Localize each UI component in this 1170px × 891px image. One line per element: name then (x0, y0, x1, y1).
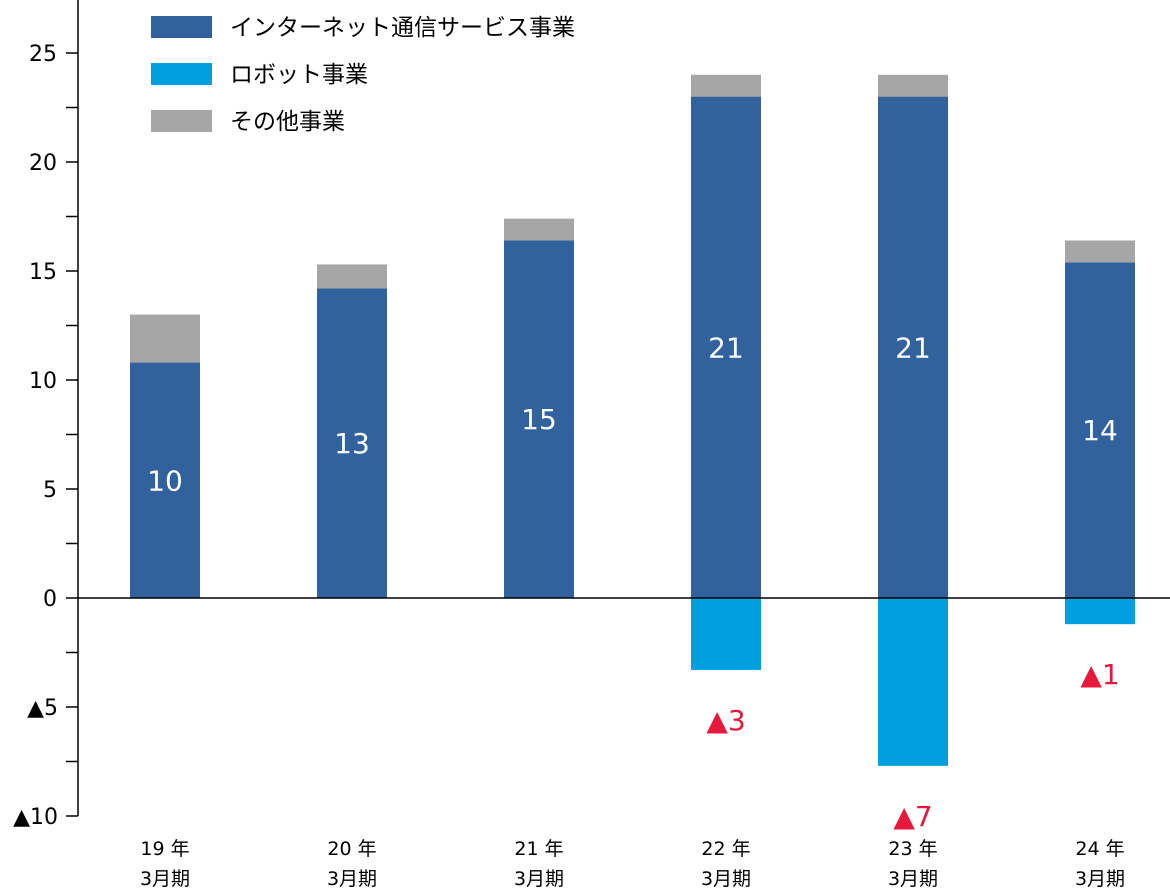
y-tick-label: 25 (29, 42, 57, 67)
x-category-label-period: 3月期 (327, 868, 377, 890)
legend-swatch (151, 110, 212, 132)
bar-internet (1065, 262, 1135, 598)
bar-internet (317, 288, 387, 598)
bar-value-label: 10 (147, 464, 183, 497)
bar-value-label: 14 (1082, 414, 1118, 447)
y-tick-label: 0 (43, 587, 57, 612)
y-tick-label: ▲10 (13, 805, 58, 830)
negative-value-label: ▲7 (893, 800, 932, 833)
x-category-label-year: 23 年 (888, 838, 937, 860)
legend-swatch (151, 16, 212, 38)
legend-label: その他事業 (230, 109, 345, 135)
legend-label: インターネット通信サービス事業 (230, 15, 575, 41)
y-tick-label: 15 (29, 260, 57, 285)
bar-value-label: 21 (708, 331, 744, 364)
y-tick-label: 20 (29, 151, 57, 176)
negative-value-label: ▲1 (1080, 658, 1119, 691)
y-axis: 25 20 15 10 5 0 ▲5 ▲10 (13, 0, 79, 830)
y-tick-label: 10 (29, 369, 57, 394)
x-category-label-year: 24 年 (1075, 838, 1124, 860)
x-category-label-period: 3月期 (701, 868, 751, 890)
bar-internet (504, 240, 574, 599)
legend-swatch (151, 63, 212, 85)
x-category-label-period: 3月期 (514, 868, 564, 890)
y-tick-label: 5 (43, 478, 57, 503)
bar-robot (1065, 598, 1135, 625)
bar-other (1065, 240, 1135, 263)
bar-internet (878, 96, 948, 598)
bar-value-label: 15 (521, 403, 557, 436)
bar-robot (691, 598, 761, 670)
bar-other (878, 74, 948, 97)
bar-internet (691, 96, 761, 598)
bars: 10 13 15 21 ▲3 21 ▲7 14 ▲1 (130, 74, 1135, 833)
x-category-label-period: 3月期 (140, 868, 190, 890)
bar-value-label: 21 (895, 331, 931, 364)
x-category-label-year: 21 年 (514, 838, 563, 860)
x-category-label-year: 19 年 (140, 838, 189, 860)
bar-other (317, 264, 387, 289)
x-category-label-year: 22 年 (701, 838, 750, 860)
x-category-label-year: 20 年 (327, 838, 376, 860)
bar-other (691, 74, 761, 97)
x-category-label-period: 3月期 (888, 868, 938, 890)
bar-robot (878, 598, 948, 766)
x-category-label-period: 3月期 (1075, 868, 1125, 890)
y-tick-label: ▲5 (27, 696, 58, 721)
bar-internet (130, 362, 200, 598)
bar-other (504, 218, 574, 241)
legend-label: ロボット事業 (230, 62, 368, 88)
negative-value-label: ▲3 (706, 704, 745, 737)
bar-value-label: 13 (334, 427, 370, 460)
x-axis-labels: 19 年 3月期 20 年 3月期 21 年 3月期 22 年 3月期 23 年 3月期 24 年 3… (140, 838, 1125, 890)
bar-other (130, 314, 200, 363)
